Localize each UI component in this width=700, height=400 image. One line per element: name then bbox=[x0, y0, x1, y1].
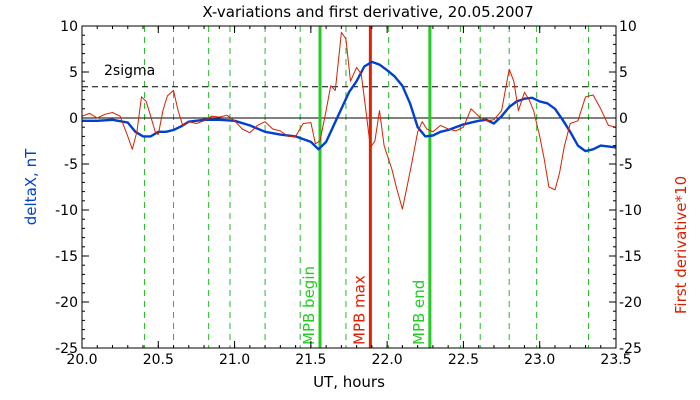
y-axis-left-label: deltaX, nT bbox=[22, 148, 40, 225]
x-tick-label: 23.0 bbox=[524, 352, 555, 368]
y-left-tick-label: -15 bbox=[55, 249, 78, 265]
y-right-tick-label: -20 bbox=[619, 295, 642, 311]
chart-title: X-variations and first derivative, 20.05… bbox=[202, 3, 533, 21]
sigma-label: 2sigma bbox=[104, 63, 155, 79]
x-tick-label: 22.5 bbox=[448, 352, 479, 368]
y-right-tick-label: -15 bbox=[619, 249, 642, 265]
event-markers: MPB begin MPB max MPB end bbox=[300, 26, 432, 348]
x-tick-label: 20.0 bbox=[66, 352, 97, 368]
dashed-green-lines bbox=[144, 26, 590, 348]
y-left-tick-label: 10 bbox=[60, 19, 78, 35]
series-lines bbox=[81, 31, 617, 210]
y-right-tick-label: 10 bbox=[619, 19, 637, 35]
derivative-series-line bbox=[81, 31, 617, 210]
reference-lines bbox=[82, 86, 616, 119]
y-right-tick-label: -10 bbox=[619, 203, 642, 219]
mpb-max-label: MPB max bbox=[350, 275, 368, 345]
mpb-begin-label: MPB begin bbox=[300, 266, 318, 345]
x-tick-label: 21.5 bbox=[295, 352, 326, 368]
y-axis-right-label: First derivative*10 bbox=[672, 176, 690, 314]
y-left-tick-label: -10 bbox=[55, 203, 78, 219]
y-left-tick-label: 5 bbox=[69, 65, 78, 81]
x-axis-label: UT, hours bbox=[313, 373, 385, 391]
y-right-tick-label: 0 bbox=[619, 111, 628, 127]
x-tick-label: 22.0 bbox=[372, 352, 403, 368]
y-axis-left-ticks: 10 5 0 -5 -10 -15 -20 -25 bbox=[55, 19, 89, 357]
mpb-end-label: MPB end bbox=[410, 280, 428, 345]
x-tick-label: 21.0 bbox=[219, 352, 250, 368]
y-right-tick-label: -5 bbox=[619, 157, 633, 173]
y-axis-right-ticks: 10 5 0 -5 -10 -15 -20 -25 bbox=[609, 19, 642, 357]
deltax-series-line bbox=[82, 60, 617, 153]
y-right-tick-label: 5 bbox=[619, 65, 628, 81]
y-left-tick-label: -5 bbox=[64, 157, 78, 173]
y-left-tick-label: -25 bbox=[55, 341, 78, 357]
y-left-tick-label: -20 bbox=[55, 295, 78, 311]
plot-frame bbox=[81, 25, 617, 349]
x-tick-label: 20.5 bbox=[143, 352, 174, 368]
x-tick-label: 23.5 bbox=[600, 352, 631, 368]
y-left-tick-label: 0 bbox=[69, 111, 78, 127]
x-axis-ticks: 20.0 20.5 21.0 21.5 22.0 22.5 23.0 23.5 bbox=[66, 26, 632, 368]
y-right-tick-label: -25 bbox=[619, 341, 642, 357]
